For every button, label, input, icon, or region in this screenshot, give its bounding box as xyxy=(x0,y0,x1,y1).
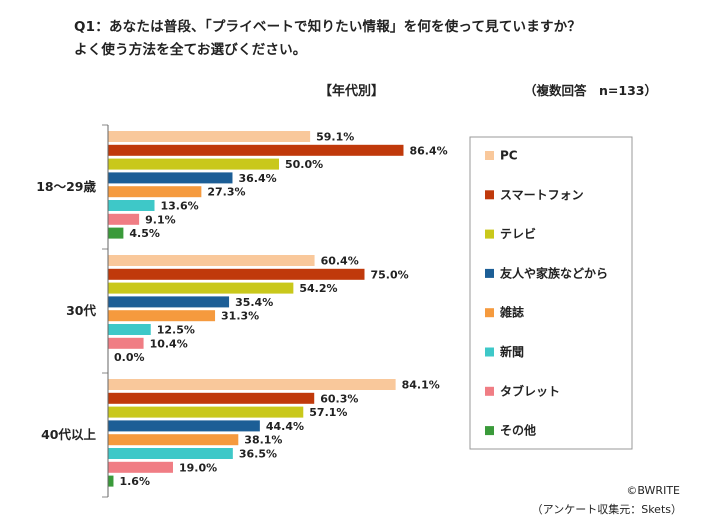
survey-source: （アンケート収集元：Skets） xyxy=(531,503,682,516)
legend-swatch xyxy=(485,308,494,318)
question-line-2: よく使う方法を全てお選びください。 xyxy=(74,42,307,58)
data-label: 60.4% xyxy=(321,255,359,268)
data-label: 27.3% xyxy=(207,186,245,199)
bar xyxy=(108,213,140,225)
bar xyxy=(108,324,151,335)
data-label: 38.1% xyxy=(244,434,282,447)
data-label: 36.5% xyxy=(239,448,277,461)
data-label: 9.1% xyxy=(145,213,176,226)
data-label: 1.6% xyxy=(119,475,150,488)
data-label: 19.0% xyxy=(179,461,217,474)
bar xyxy=(108,434,239,446)
data-label: 4.5% xyxy=(129,227,160,240)
legend-swatch xyxy=(485,426,494,436)
question-title: Q1：あなたは普段、「プライベートで知りたい情報」を何を使って見ていますか？ よ… xyxy=(74,16,581,62)
bar xyxy=(108,475,114,487)
legend-swatch xyxy=(485,268,494,278)
data-label: 44.4% xyxy=(266,420,304,433)
legend-label: PC xyxy=(500,149,518,163)
bar xyxy=(108,227,124,239)
data-label: 0.0% xyxy=(114,351,145,364)
data-label: 60.3% xyxy=(320,392,358,405)
bar xyxy=(108,448,233,459)
legend-swatch xyxy=(485,347,494,357)
question-line-1: Q1：あなたは普段、「プライベートで知りたい情報」を何を使って見ていますか？ xyxy=(74,19,582,35)
legend-swatch xyxy=(485,151,494,160)
data-label: 54.2% xyxy=(299,282,337,295)
data-label: 75.0% xyxy=(371,268,409,281)
data-label: 50.0% xyxy=(285,158,323,171)
data-label: 13.6% xyxy=(161,200,199,213)
data-label: 10.4% xyxy=(150,337,188,350)
bar xyxy=(108,337,144,349)
chart-subtitle: 【年代別】 xyxy=(319,84,385,99)
legend-swatch xyxy=(485,190,494,200)
legend-box xyxy=(469,136,633,450)
legend-label: タブレット xyxy=(500,383,560,398)
data-label: 31.3% xyxy=(221,310,259,323)
data-label: 59.1% xyxy=(316,131,354,144)
category-label: 30代 xyxy=(66,303,96,318)
bar xyxy=(108,131,311,142)
category-label: 40代以上 xyxy=(41,427,96,442)
bar xyxy=(108,200,155,211)
bar xyxy=(108,420,260,432)
legend-label: テレビ xyxy=(500,226,536,241)
category-label: 18～29歳 xyxy=(36,179,96,194)
legend-label: その他 xyxy=(500,423,536,438)
data-label: 36.4% xyxy=(238,172,276,185)
bar xyxy=(108,406,304,418)
legend-label: スマートフォン xyxy=(500,188,584,202)
legend-label: 新聞 xyxy=(500,344,524,359)
data-label: 12.5% xyxy=(157,324,195,337)
legend-label: 雑誌 xyxy=(499,305,524,320)
bar xyxy=(108,461,173,473)
copyright-credit: ©BWRITE xyxy=(626,484,680,497)
bar xyxy=(108,172,233,184)
legend-swatch xyxy=(485,229,494,239)
bar xyxy=(108,310,216,322)
bar xyxy=(108,392,315,404)
data-label: 84.1% xyxy=(402,379,440,392)
bar xyxy=(108,296,230,308)
bar xyxy=(108,268,365,280)
bar xyxy=(108,255,315,266)
legend-swatch xyxy=(485,386,494,396)
bar xyxy=(108,158,279,170)
bar xyxy=(108,186,202,198)
sample-note: （複数回答 n=133） xyxy=(524,83,657,98)
data-label: 57.1% xyxy=(309,406,347,419)
legend-label: 友人や家族などから xyxy=(499,265,608,280)
bar xyxy=(108,282,294,294)
bar xyxy=(108,144,404,156)
bar xyxy=(108,379,396,390)
data-label: 35.4% xyxy=(235,296,273,309)
data-label: 86.4% xyxy=(409,144,447,157)
